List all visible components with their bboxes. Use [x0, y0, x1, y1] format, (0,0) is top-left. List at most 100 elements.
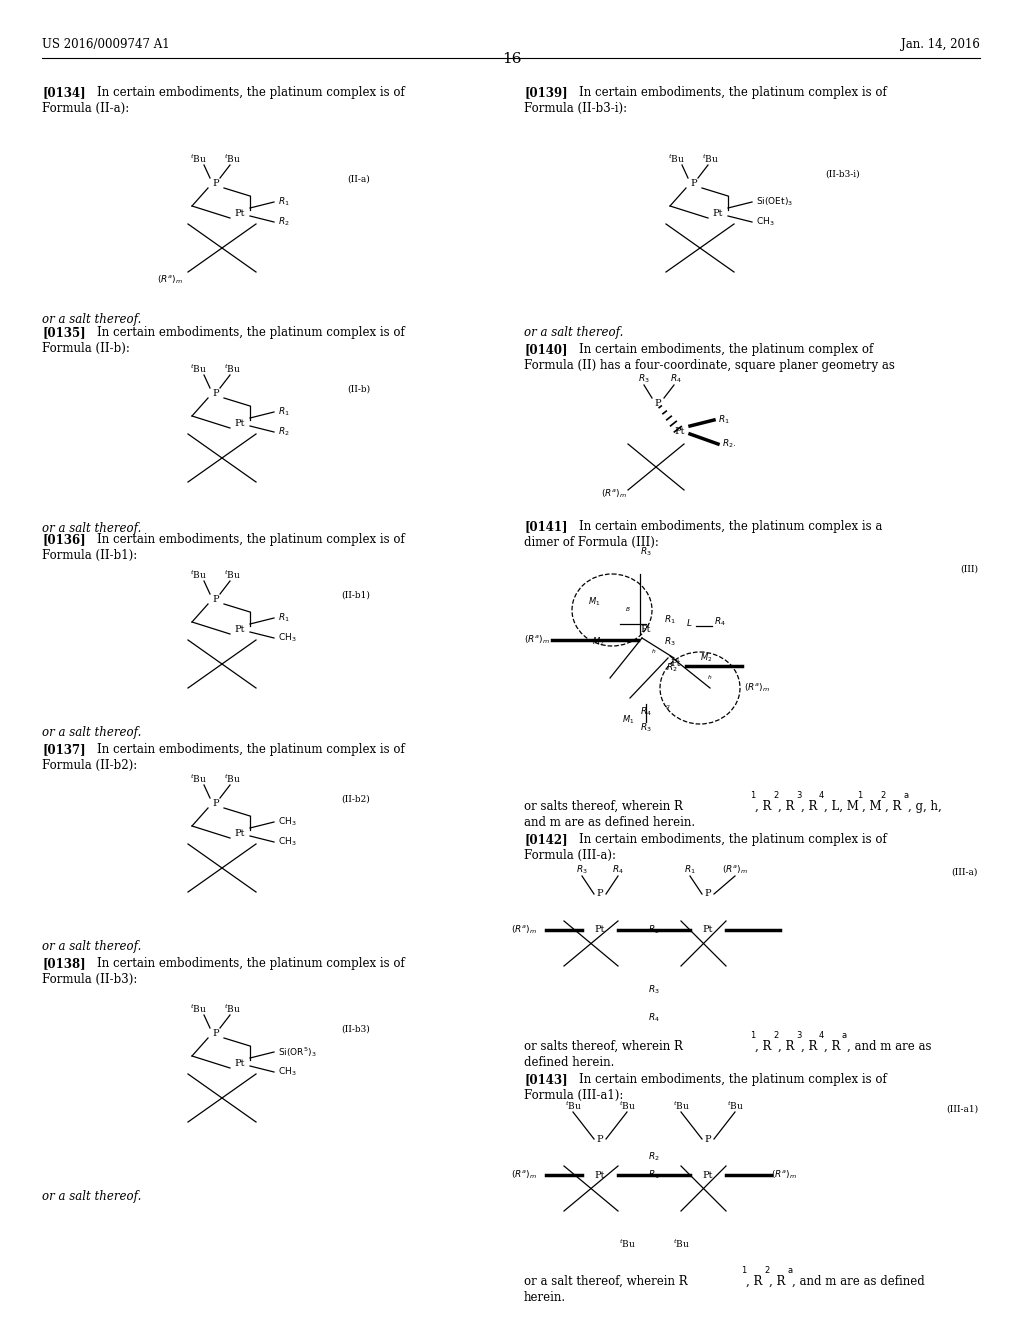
Text: $R_1$: $R_1$: [278, 611, 290, 624]
Text: $(R^a)_m$: $(R^a)_m$: [524, 634, 550, 647]
Text: a: a: [903, 791, 908, 800]
Text: (III-a): (III-a): [951, 869, 978, 876]
Text: , R: , R: [824, 1040, 841, 1053]
Text: [0136]: [0136]: [42, 533, 86, 546]
Text: $^t$Bu: $^t$Bu: [223, 153, 241, 165]
Text: $R_2$: $R_2$: [648, 1151, 659, 1163]
Text: 16: 16: [502, 51, 522, 66]
Text: P: P: [690, 180, 697, 189]
Text: Formula (II-a):: Formula (II-a):: [42, 102, 129, 115]
Text: $_g$: $_g$: [666, 704, 671, 711]
Text: $^t$Bu: $^t$Bu: [701, 153, 719, 165]
Text: $^t$Bu: $^t$Bu: [668, 153, 684, 165]
Text: P: P: [213, 180, 219, 189]
Text: In certain embodiments, the platinum complex is of: In certain embodiments, the platinum com…: [97, 533, 404, 546]
Text: $^t$Bu: $^t$Bu: [618, 1238, 636, 1250]
Text: a: a: [787, 1266, 793, 1275]
Text: , and m are as defined: , and m are as defined: [792, 1275, 925, 1288]
Text: $R_4$: $R_4$: [640, 706, 652, 718]
Text: or salts thereof, wherein R: or salts thereof, wherein R: [524, 800, 683, 813]
Text: P: P: [213, 389, 219, 399]
Text: Jan. 14, 2016: Jan. 14, 2016: [901, 38, 980, 51]
Text: $R_3$: $R_3$: [638, 372, 650, 385]
Text: P: P: [597, 890, 603, 899]
Text: , M: , M: [862, 800, 882, 813]
Text: $^t$Bu: $^t$Bu: [189, 1003, 207, 1015]
Text: $^t$Bu: $^t$Bu: [223, 772, 241, 785]
Text: (II-b): (II-b): [347, 385, 370, 393]
Text: [0139]: [0139]: [524, 86, 567, 99]
Text: P: P: [213, 1030, 219, 1039]
Text: $\mathrm{Si(OEt)_3}$: $\mathrm{Si(OEt)_3}$: [756, 195, 794, 209]
Text: $R_4$: $R_4$: [648, 1011, 659, 1023]
Text: $R_1$: $R_1$: [718, 413, 730, 426]
Text: or a salt thereof.: or a salt thereof.: [42, 726, 141, 739]
Text: or a salt thereof.: or a salt thereof.: [42, 313, 141, 326]
Text: P: P: [705, 1134, 712, 1143]
Text: $R_1$: $R_1$: [278, 405, 290, 418]
Text: , R: , R: [769, 1275, 785, 1288]
Text: $R_3$: $R_3$: [664, 636, 676, 648]
Text: $^t$Bu: $^t$Bu: [727, 1100, 743, 1111]
Text: $\mathrm{CH_3}$: $\mathrm{CH_3}$: [756, 215, 774, 228]
Text: defined herein.: defined herein.: [524, 1056, 614, 1069]
Text: Pt: Pt: [713, 210, 723, 219]
Text: In certain embodiments, the platinum complex is of: In certain embodiments, the platinum com…: [97, 957, 404, 970]
Text: 1: 1: [741, 1266, 746, 1275]
Text: $M_2$: $M_2$: [592, 636, 604, 648]
Text: Pt: Pt: [234, 1060, 246, 1068]
Text: $(R^a)_m$: $(R^a)_m$: [511, 1168, 537, 1181]
Text: (III-a1): (III-a1): [946, 1105, 978, 1114]
Text: or a salt thereof.: or a salt thereof.: [42, 940, 141, 953]
Text: $^t$Bu: $^t$Bu: [189, 363, 207, 375]
Text: , R: , R: [746, 1275, 763, 1288]
Text: $\mathrm{CH_3}$: $\mathrm{CH_3}$: [278, 1065, 297, 1078]
Text: $R_1$: $R_1$: [278, 195, 290, 209]
Text: $(R^a)_m$: $(R^a)_m$: [771, 1168, 797, 1181]
Text: $R_2$: $R_2$: [278, 215, 290, 228]
Text: $\mathrm{Si(OR^5)_3}$: $\mathrm{Si(OR^5)_3}$: [278, 1045, 316, 1059]
Text: or salts thereof, wherein R: or salts thereof, wherein R: [524, 1040, 683, 1053]
Text: $R_4$: $R_4$: [714, 615, 726, 628]
Text: or a salt thereof.: or a salt thereof.: [42, 1191, 141, 1203]
Text: $R_2$: $R_2$: [648, 924, 659, 936]
Text: US 2016/0009747 A1: US 2016/0009747 A1: [42, 38, 170, 51]
Text: , R: , R: [801, 1040, 817, 1053]
Text: $^t$Bu: $^t$Bu: [189, 153, 207, 165]
Text: Pt: Pt: [702, 925, 714, 935]
Text: Formula (II-b2):: Formula (II-b2):: [42, 759, 137, 772]
Text: $L$: $L$: [686, 616, 692, 627]
Text: $R_2.$: $R_2.$: [722, 438, 736, 450]
Text: P: P: [597, 1134, 603, 1143]
Text: $(R^a)_m$: $(R^a)_m$: [744, 681, 770, 694]
Text: $(R^a)_m$: $(R^a)_m$: [601, 488, 627, 500]
Text: $\mathrm{CH_3}$: $\mathrm{CH_3}$: [278, 632, 297, 644]
Text: [0143]: [0143]: [524, 1073, 567, 1086]
Text: 4: 4: [819, 791, 824, 800]
Text: 2: 2: [773, 1031, 778, 1040]
Text: $^t$Bu: $^t$Bu: [189, 569, 207, 581]
Text: $R_1$: $R_1$: [648, 1168, 659, 1181]
Text: a: a: [842, 1031, 847, 1040]
Text: $(R^a)_m$: $(R^a)_m$: [157, 275, 183, 286]
Text: Pt: Pt: [234, 626, 246, 635]
Text: P: P: [213, 800, 219, 808]
Text: and m are as defined herein.: and m are as defined herein.: [524, 816, 695, 829]
Text: $\mathrm{CH_3}$: $\mathrm{CH_3}$: [278, 836, 297, 849]
Text: (II-b2): (II-b2): [341, 795, 370, 804]
Text: , R: , R: [755, 1040, 771, 1053]
Text: (II-b3-i): (II-b3-i): [825, 170, 860, 180]
Text: $M_1$: $M_1$: [622, 714, 634, 726]
Text: 3: 3: [796, 791, 802, 800]
Text: , R: , R: [801, 800, 817, 813]
Text: P: P: [213, 595, 219, 605]
Text: 2: 2: [764, 1266, 769, 1275]
Text: In certain embodiments, the platinum complex of: In certain embodiments, the platinum com…: [579, 343, 873, 356]
Text: 2: 2: [880, 791, 886, 800]
Text: or a salt thereof.: or a salt thereof.: [42, 521, 141, 535]
Text: $^t$Bu: $^t$Bu: [618, 1100, 636, 1111]
Text: In certain embodiments, the platinum complex is of: In certain embodiments, the platinum com…: [579, 1073, 887, 1086]
Text: $R_2$: $R_2$: [666, 661, 678, 675]
Text: Pt: Pt: [675, 428, 685, 437]
Text: Pt: Pt: [702, 1171, 714, 1180]
